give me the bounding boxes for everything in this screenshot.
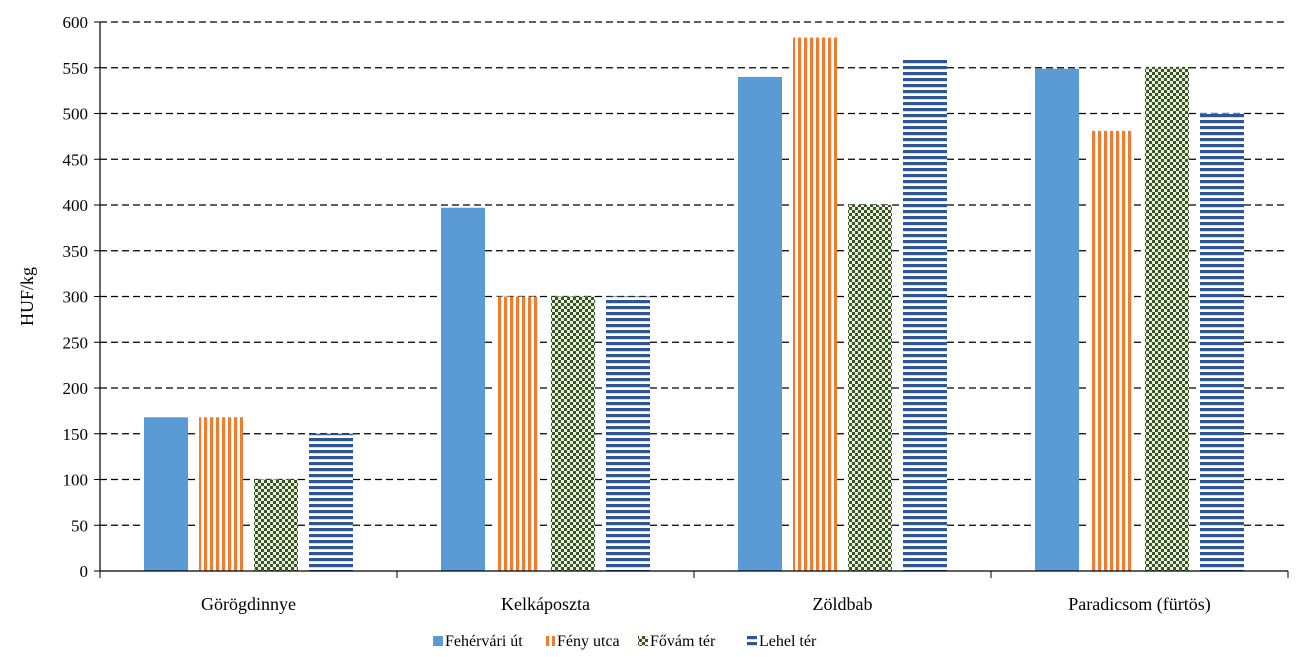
- legend-swatch: [638, 636, 648, 646]
- y-tick-label: 500: [63, 105, 89, 124]
- y-axis-title: HUF/kg: [17, 267, 37, 326]
- y-tick-label: 150: [63, 425, 89, 444]
- x-tick-label: Görögdinnye: [201, 594, 296, 614]
- bar: [1090, 130, 1134, 571]
- bar: [1035, 68, 1079, 571]
- y-tick-label: 400: [63, 196, 89, 215]
- x-tick-label: Zöldbab: [813, 594, 873, 614]
- y-tick-label: 250: [63, 333, 89, 352]
- legend-swatch: [747, 636, 757, 646]
- y-tick-label: 300: [63, 288, 89, 307]
- bar: [144, 417, 188, 571]
- y-tick-label: 600: [63, 13, 89, 32]
- y-tick-label: 450: [63, 150, 89, 169]
- bars: [144, 37, 1244, 572]
- axis-labels: 0 50 100 150 200 250 300 350 400 450 500 550 600 Görö…: [63, 13, 1211, 615]
- legend-label: Fővám tér: [650, 633, 716, 650]
- bar: [199, 417, 243, 571]
- bar: [254, 479, 298, 571]
- bar: [309, 433, 353, 571]
- bar: [496, 296, 540, 571]
- axes: [94, 21, 1289, 578]
- x-tick-label: Kelkáposzta: [501, 594, 590, 614]
- bar: [903, 58, 947, 572]
- bar: [793, 37, 837, 572]
- y-tick-label: 0: [80, 562, 89, 581]
- legend-swatch: [545, 636, 555, 646]
- bar: [848, 205, 892, 571]
- bar: [1200, 113, 1244, 571]
- y-tick-label: 550: [63, 59, 89, 78]
- legend-swatch: [433, 636, 443, 646]
- bar: [551, 296, 595, 571]
- bar: [606, 296, 650, 571]
- legend-label: Lehel tér: [759, 633, 817, 650]
- legend-label: Fehérvári út: [445, 633, 523, 650]
- x-tick-label: Paradicsom (fürtös): [1068, 594, 1210, 615]
- y-tick-label: 200: [63, 379, 89, 398]
- bar: [441, 207, 485, 571]
- bar: [738, 76, 782, 572]
- y-tick-label: 50: [71, 516, 88, 535]
- y-tick-label: 100: [63, 471, 89, 490]
- y-tick-label: 350: [63, 242, 89, 261]
- bar: [1145, 66, 1189, 572]
- legend: Fehérvári út Fény utca Fővám tér Lehel tér: [433, 633, 817, 650]
- legend-label: Fény utca: [557, 633, 620, 650]
